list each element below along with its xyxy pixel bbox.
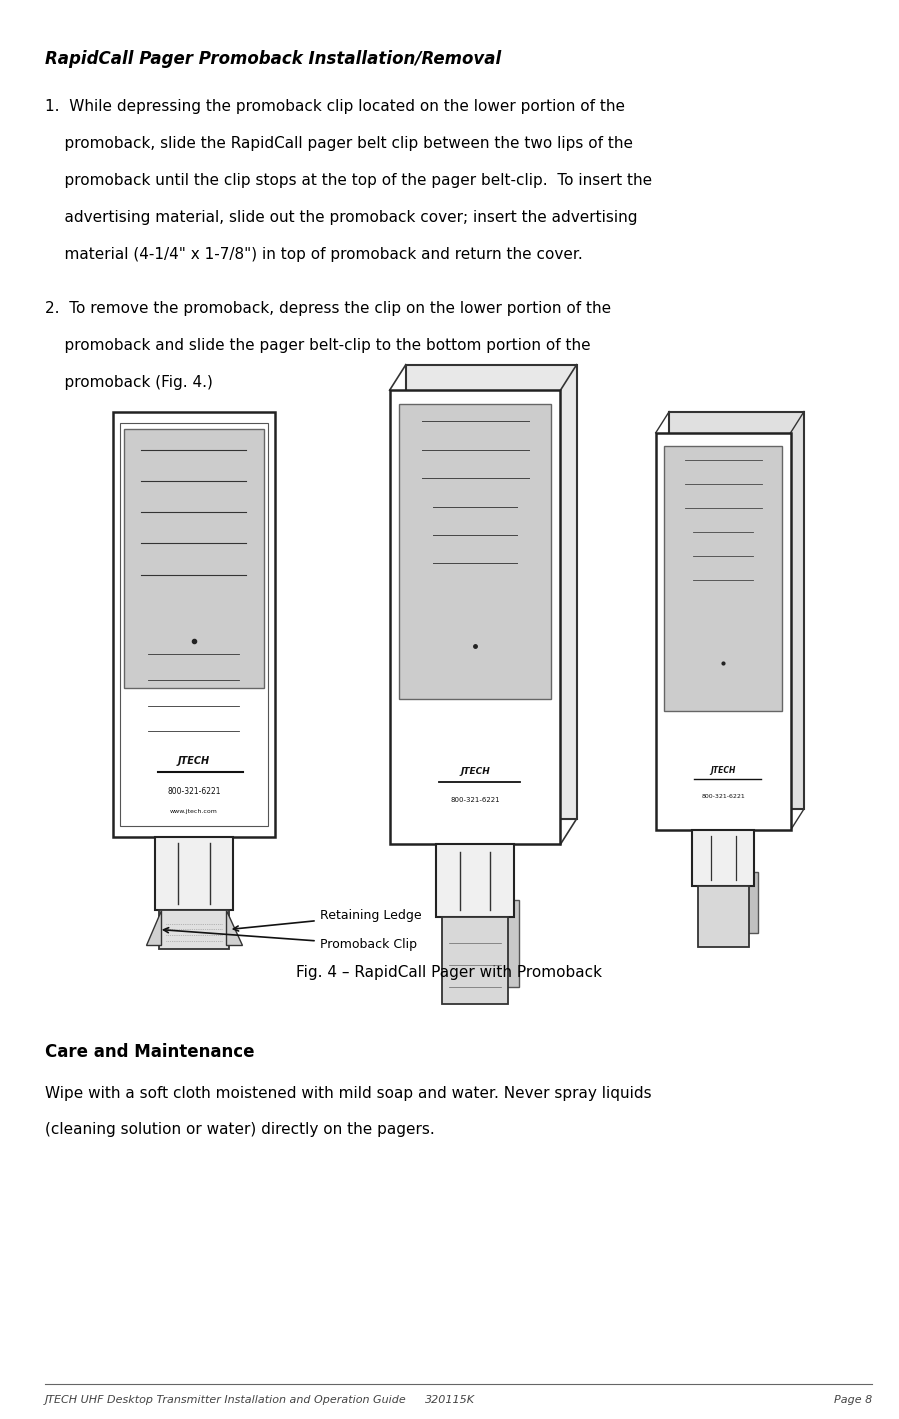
Text: 800-321-6221: 800-321-6221 (167, 788, 220, 796)
Bar (655, 433, 790, 830)
Bar (405, 365, 576, 819)
Text: www.jtech.com: www.jtech.com (170, 809, 218, 815)
Bar (155, 837, 233, 910)
Text: 320115K: 320115K (424, 1395, 475, 1405)
Bar (452, 900, 520, 988)
Text: Promoback Clip: Promoback Clip (164, 928, 416, 951)
Bar (113, 412, 275, 837)
Text: Fig. 4 – RapidCall Pager with Promoback: Fig. 4 – RapidCall Pager with Promoback (297, 965, 602, 981)
Text: 1.  While depressing the promoback clip located on the lower portion of the: 1. While depressing the promoback clip l… (45, 99, 625, 115)
Bar (398, 404, 551, 700)
Text: promoback and slide the pager belt-clip to the bottom portion of the: promoback and slide the pager belt-clip … (45, 338, 591, 353)
Text: promoback, slide the RapidCall pager belt clip between the two lips of the: promoback, slide the RapidCall pager bel… (45, 136, 633, 152)
Text: JTECH: JTECH (710, 766, 736, 775)
Bar (669, 412, 804, 809)
Text: 800-321-6221: 800-321-6221 (450, 797, 500, 803)
Bar (707, 871, 758, 932)
Text: JTECH UHF Desktop Transmitter Installation and Operation Guide: JTECH UHF Desktop Transmitter Installati… (45, 1395, 406, 1405)
Text: advertising material, slide out the promoback cover; insert the advertising: advertising material, slide out the prom… (45, 210, 637, 226)
Bar (692, 830, 754, 885)
Bar (120, 423, 268, 826)
Bar (441, 917, 509, 1005)
Text: 2.  To remove the promoback, depress the clip on the lower portion of the: 2. To remove the promoback, depress the … (45, 301, 611, 316)
Text: JTECH: JTECH (178, 755, 209, 766)
Text: promoback until the clip stops at the top of the pager belt-clip.  To insert the: promoback until the clip stops at the to… (45, 173, 652, 189)
Text: Care and Maintenance: Care and Maintenance (45, 1043, 254, 1061)
Text: material (4-1/4" x 1-7/8") in top of promoback and return the cover.: material (4-1/4" x 1-7/8") in top of pro… (45, 247, 583, 263)
Polygon shape (146, 910, 161, 945)
Text: Page 8: Page 8 (833, 1395, 872, 1405)
Text: promoback (Fig. 4.): promoback (Fig. 4.) (45, 375, 213, 390)
Bar (159, 910, 228, 949)
Text: JTECH: JTECH (460, 768, 490, 776)
Text: (cleaning solution or water) directly on the pagers.: (cleaning solution or water) directly on… (45, 1122, 435, 1138)
Bar (124, 429, 264, 688)
Text: 800-321-6221: 800-321-6221 (701, 793, 745, 799)
Bar (389, 390, 560, 844)
Text: Retaining Ledge: Retaining Ledge (234, 908, 422, 931)
Text: Wipe with a soft cloth moistened with mild soap and water. Never spray liquids: Wipe with a soft cloth moistened with mi… (45, 1086, 652, 1101)
Bar (663, 446, 782, 711)
Polygon shape (227, 910, 242, 945)
Text: RapidCall Pager Promoback Installation/Removal: RapidCall Pager Promoback Installation/R… (45, 50, 502, 68)
Bar (698, 885, 749, 946)
Bar (436, 844, 514, 917)
